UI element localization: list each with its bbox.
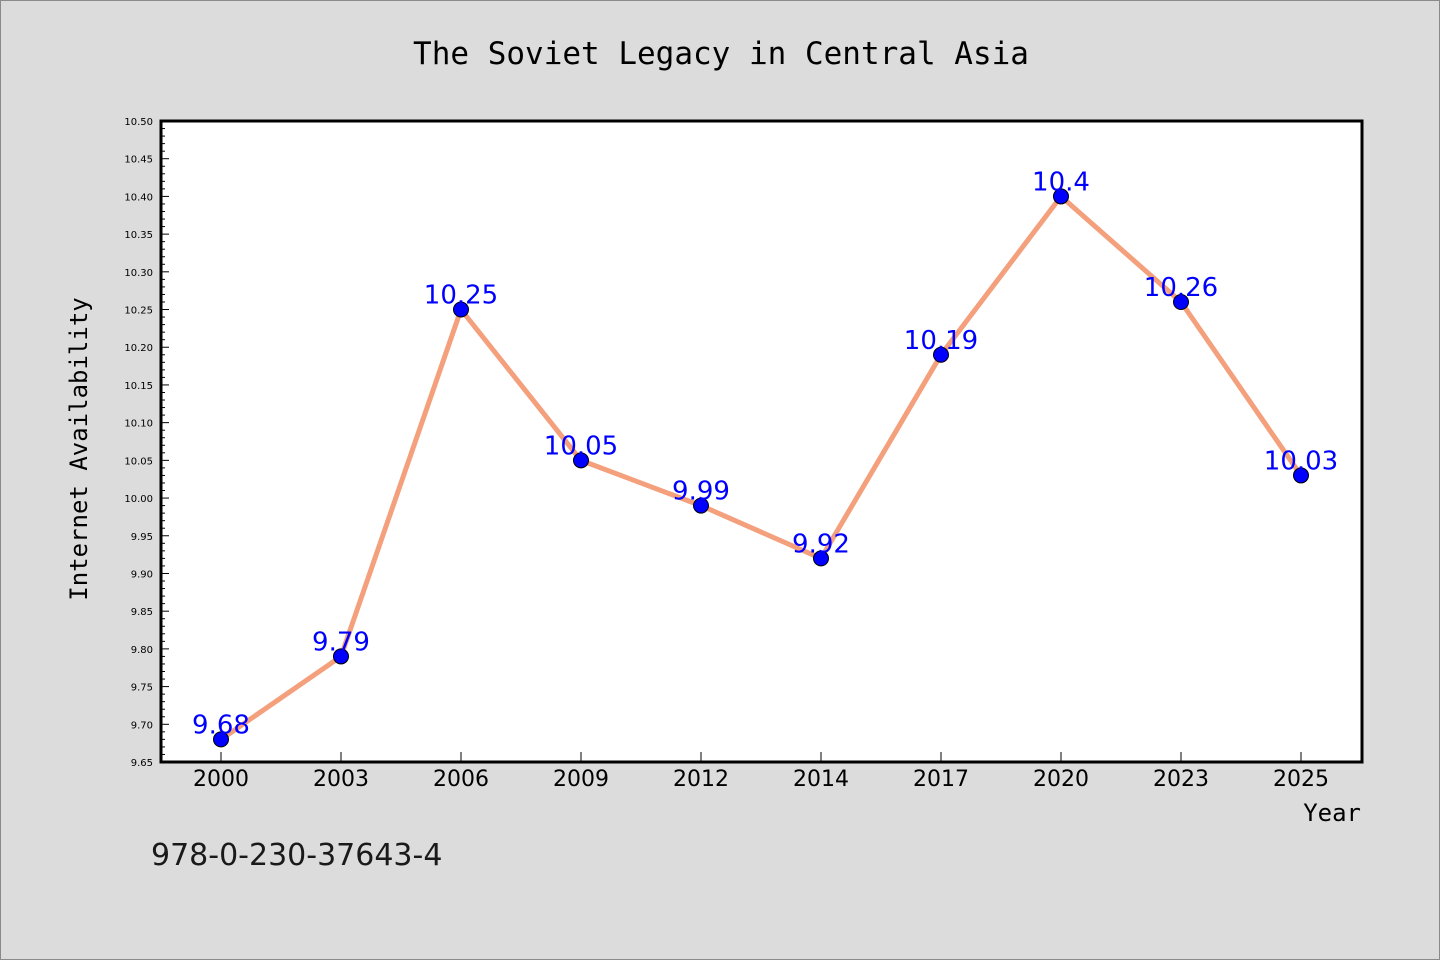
series-markers xyxy=(213,188,1309,748)
x-tick-label-6: 2017 xyxy=(913,767,969,792)
data-point-2014 xyxy=(813,550,829,567)
y-axis-ticks: 9.65 9.70 9.75 9.80 9.85 9.90 9.95 10.00 10.05 10… xyxy=(124,117,169,769)
data-label-2020: 10.4 xyxy=(1032,167,1090,197)
data-label-2006: 10.25 xyxy=(424,281,498,311)
x-tick-label-3: 2009 xyxy=(553,767,609,792)
y-tick-label-11: 10.20 xyxy=(124,343,153,354)
x-tick-label-7: 2020 xyxy=(1033,767,1089,792)
data-label-2009: 10.05 xyxy=(544,431,618,461)
data-point-2000 xyxy=(213,731,229,748)
y-tick-label-7: 10.00 xyxy=(124,494,153,505)
data-label-2014: 9.92 xyxy=(792,529,850,559)
y-tick-label-8: 10.05 xyxy=(124,456,153,467)
x-tick-label-4: 2012 xyxy=(673,767,729,792)
x-axis-label: Year xyxy=(1303,799,1361,827)
y-tick-label-2: 9.75 xyxy=(131,683,153,694)
data-label-2003: 9.79 xyxy=(312,627,370,657)
data-point-2003 xyxy=(333,648,349,665)
data-label-2012: 9.99 xyxy=(672,477,730,507)
data-point-2012 xyxy=(693,497,709,514)
data-label-2017: 10.19 xyxy=(904,326,978,356)
x-tick-label-2: 2006 xyxy=(433,767,489,792)
y-axis-label: Internet Availability xyxy=(65,297,93,600)
y-tick-label-16: 10.45 xyxy=(124,155,153,166)
plot-area xyxy=(159,119,1364,764)
y-tick-label-4: 9.85 xyxy=(131,607,153,618)
data-point-2025 xyxy=(1293,467,1309,484)
x-tick-label-1: 2003 xyxy=(313,767,369,792)
y-tick-label-5: 9.90 xyxy=(131,569,153,580)
data-label-2023: 10.26 xyxy=(1144,273,1218,303)
y-tick-label-10: 10.15 xyxy=(124,381,153,392)
data-label-2025: 10.03 xyxy=(1264,446,1338,476)
data-labels: 9.68 9.79 10.25 10.05 9.99 9.92 10.19 10.4 10.26… xyxy=(192,167,1338,740)
y-tick-label-13: 10.30 xyxy=(124,268,153,279)
data-point-2006 xyxy=(453,301,469,318)
x-tick-label-8: 2023 xyxy=(1153,767,1209,792)
y-minor-ticks xyxy=(161,128,165,755)
y-tick-label-14: 10.35 xyxy=(124,230,153,241)
y-tick-label-15: 10.40 xyxy=(124,192,153,203)
x-axis-ticks: 2000 2003 2006 2009 2012 2014 2017 2020 2023 2025 xyxy=(193,752,1329,792)
isbn-annotation: 978-0-230-37643-4 xyxy=(151,838,442,873)
data-point-2009 xyxy=(573,452,589,469)
y-tick-label-9: 10.10 xyxy=(124,419,153,430)
y-tick-label-0: 9.65 xyxy=(131,758,153,769)
data-point-2020 xyxy=(1053,188,1069,205)
y-tick-label-17: 10.50 xyxy=(124,117,153,128)
data-label-2000: 9.68 xyxy=(192,710,250,740)
y-tick-label-1: 9.70 xyxy=(131,720,153,731)
data-point-2023 xyxy=(1173,293,1189,310)
y-tick-label-3: 9.80 xyxy=(131,645,153,656)
x-tick-label-0: 2000 xyxy=(193,767,249,792)
chart-title: The Soviet Legacy in Central Asia xyxy=(413,36,1029,72)
series-line xyxy=(218,193,1304,742)
x-tick-label-9: 2025 xyxy=(1273,767,1329,792)
y-tick-label-6: 9.95 xyxy=(131,532,153,543)
data-point-2017 xyxy=(933,346,949,363)
x-tick-label-5: 2014 xyxy=(793,767,849,792)
y-tick-label-12: 10.25 xyxy=(124,306,153,317)
